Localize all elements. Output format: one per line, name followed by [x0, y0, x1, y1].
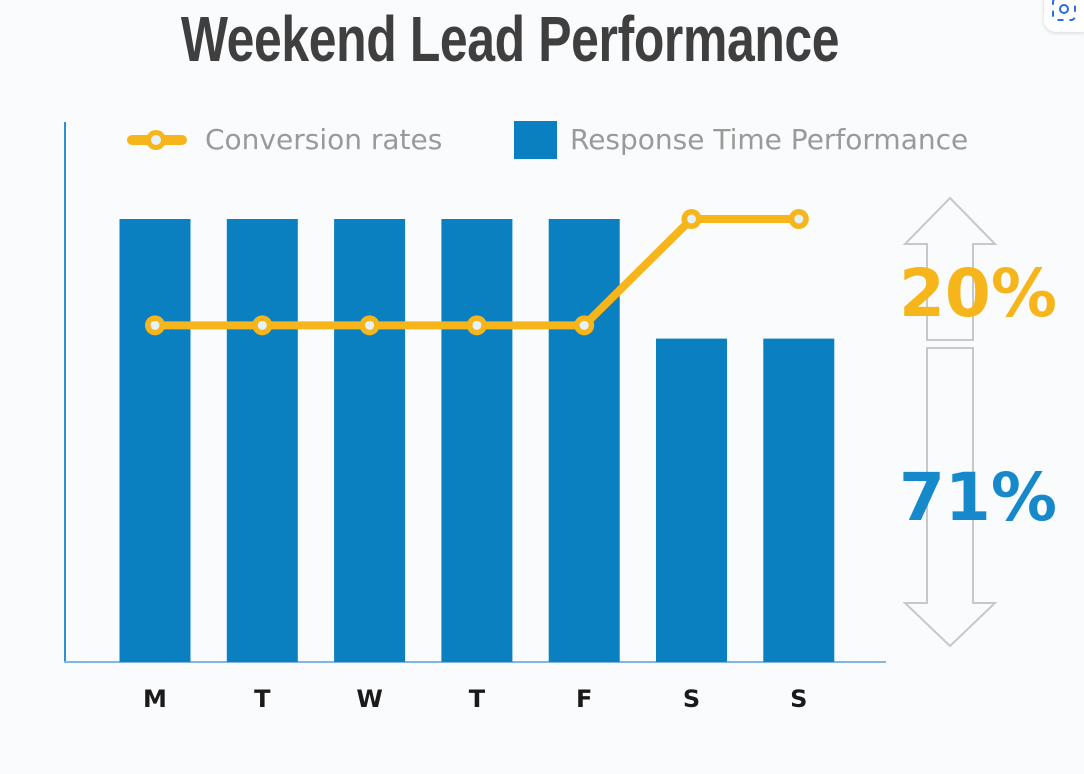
annotation-71-percent: 71% — [899, 459, 1057, 536]
x-tick-label: S — [683, 685, 700, 713]
x-tick-label: M — [143, 685, 167, 713]
conversion-point-center — [579, 320, 589, 330]
legend: Conversion rates Response Time Performan… — [127, 121, 968, 159]
conversion-point-center — [472, 320, 482, 330]
x-tick-label: W — [356, 685, 382, 713]
conversion-point-center — [257, 320, 267, 330]
conversion-point-center — [365, 320, 375, 330]
bar-1 — [226, 219, 298, 662]
legend-bar-icon — [514, 121, 557, 159]
bar-5 — [656, 338, 727, 662]
legend-line-icon — [127, 130, 187, 150]
conversion-point-center — [687, 214, 696, 224]
down-arrow-icon — [902, 347, 998, 648]
bar-2 — [334, 219, 406, 662]
x-tick-label: S — [790, 685, 807, 713]
scan-icon — [1052, 0, 1076, 21]
scan-button[interactable] — [1044, 0, 1084, 32]
legend-label-conversion: Conversion rates — [205, 123, 442, 156]
x-tick-label: T — [469, 685, 486, 713]
conversion-point-center — [150, 320, 160, 330]
conversion-point-center — [794, 214, 804, 224]
x-tick-label: T — [254, 685, 271, 713]
up-arrow-icon — [902, 196, 998, 341]
bar-0 — [119, 219, 191, 662]
x-tick-label: F — [576, 685, 592, 713]
bar-3 — [441, 219, 513, 662]
bar-4 — [548, 219, 620, 662]
legend-label-response: Response Time Performance — [570, 123, 968, 156]
annotation-20-percent: 20% — [899, 255, 1057, 332]
chart-title: Weekend Lead Performance — [180, 3, 840, 75]
bar-6 — [763, 338, 835, 662]
